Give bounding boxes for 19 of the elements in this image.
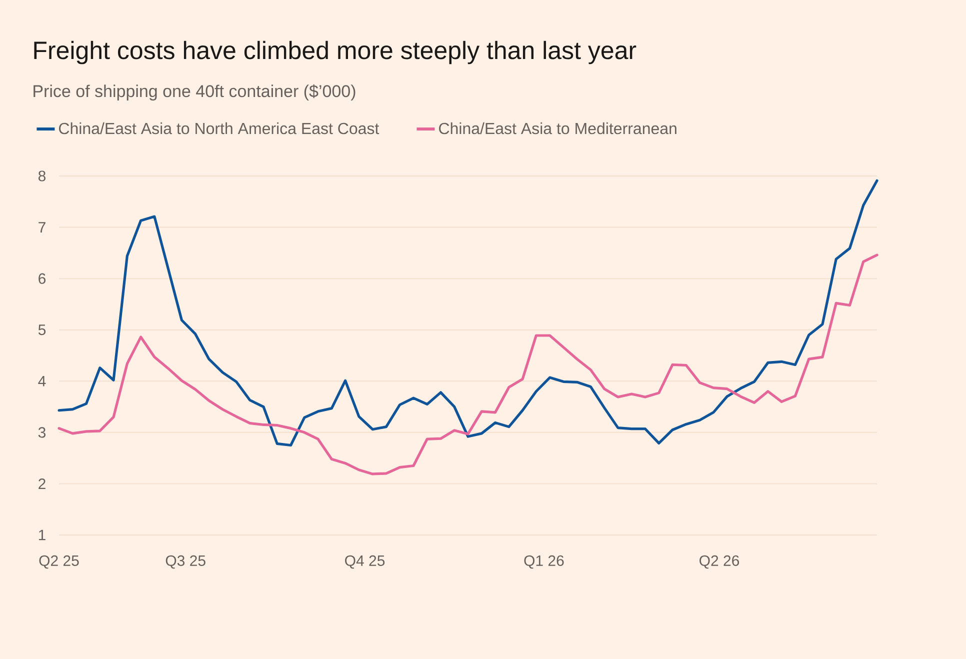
line-series bbox=[58, 179, 878, 447]
y-tick-label: 8 bbox=[38, 170, 46, 182]
y-tick-label: 1 bbox=[38, 530, 46, 540]
legend-label: China/East Asia to North America East Coast bbox=[59, 122, 380, 134]
chart-subtitle: Price of shipping one 40ft container ($’000) bbox=[34, 84, 356, 101]
y-tick-label: 4 bbox=[38, 376, 46, 386]
x-tick-label: Q2 25 bbox=[39, 555, 79, 569]
x-tick-label: Q1 26 bbox=[524, 555, 564, 569]
y-tick-label: 2 bbox=[38, 478, 46, 489]
x-tick-label: Q4 25 bbox=[345, 555, 385, 569]
line-series bbox=[58, 254, 878, 476]
y-tick-label: 5 bbox=[38, 324, 46, 336]
y-tick-label: 7 bbox=[38, 222, 46, 232]
chart-title: Freight costs have climbed more steeply than last year bbox=[34, 40, 636, 64]
x-tick-label: Q2 26 bbox=[700, 555, 740, 569]
y-tick-label: 6 bbox=[38, 273, 46, 284]
y-tick-label: 3 bbox=[38, 427, 46, 438]
legend-label: China/East Asia to Mediterranean bbox=[439, 122, 676, 134]
x-tick-label: Q3 25 bbox=[166, 555, 206, 569]
